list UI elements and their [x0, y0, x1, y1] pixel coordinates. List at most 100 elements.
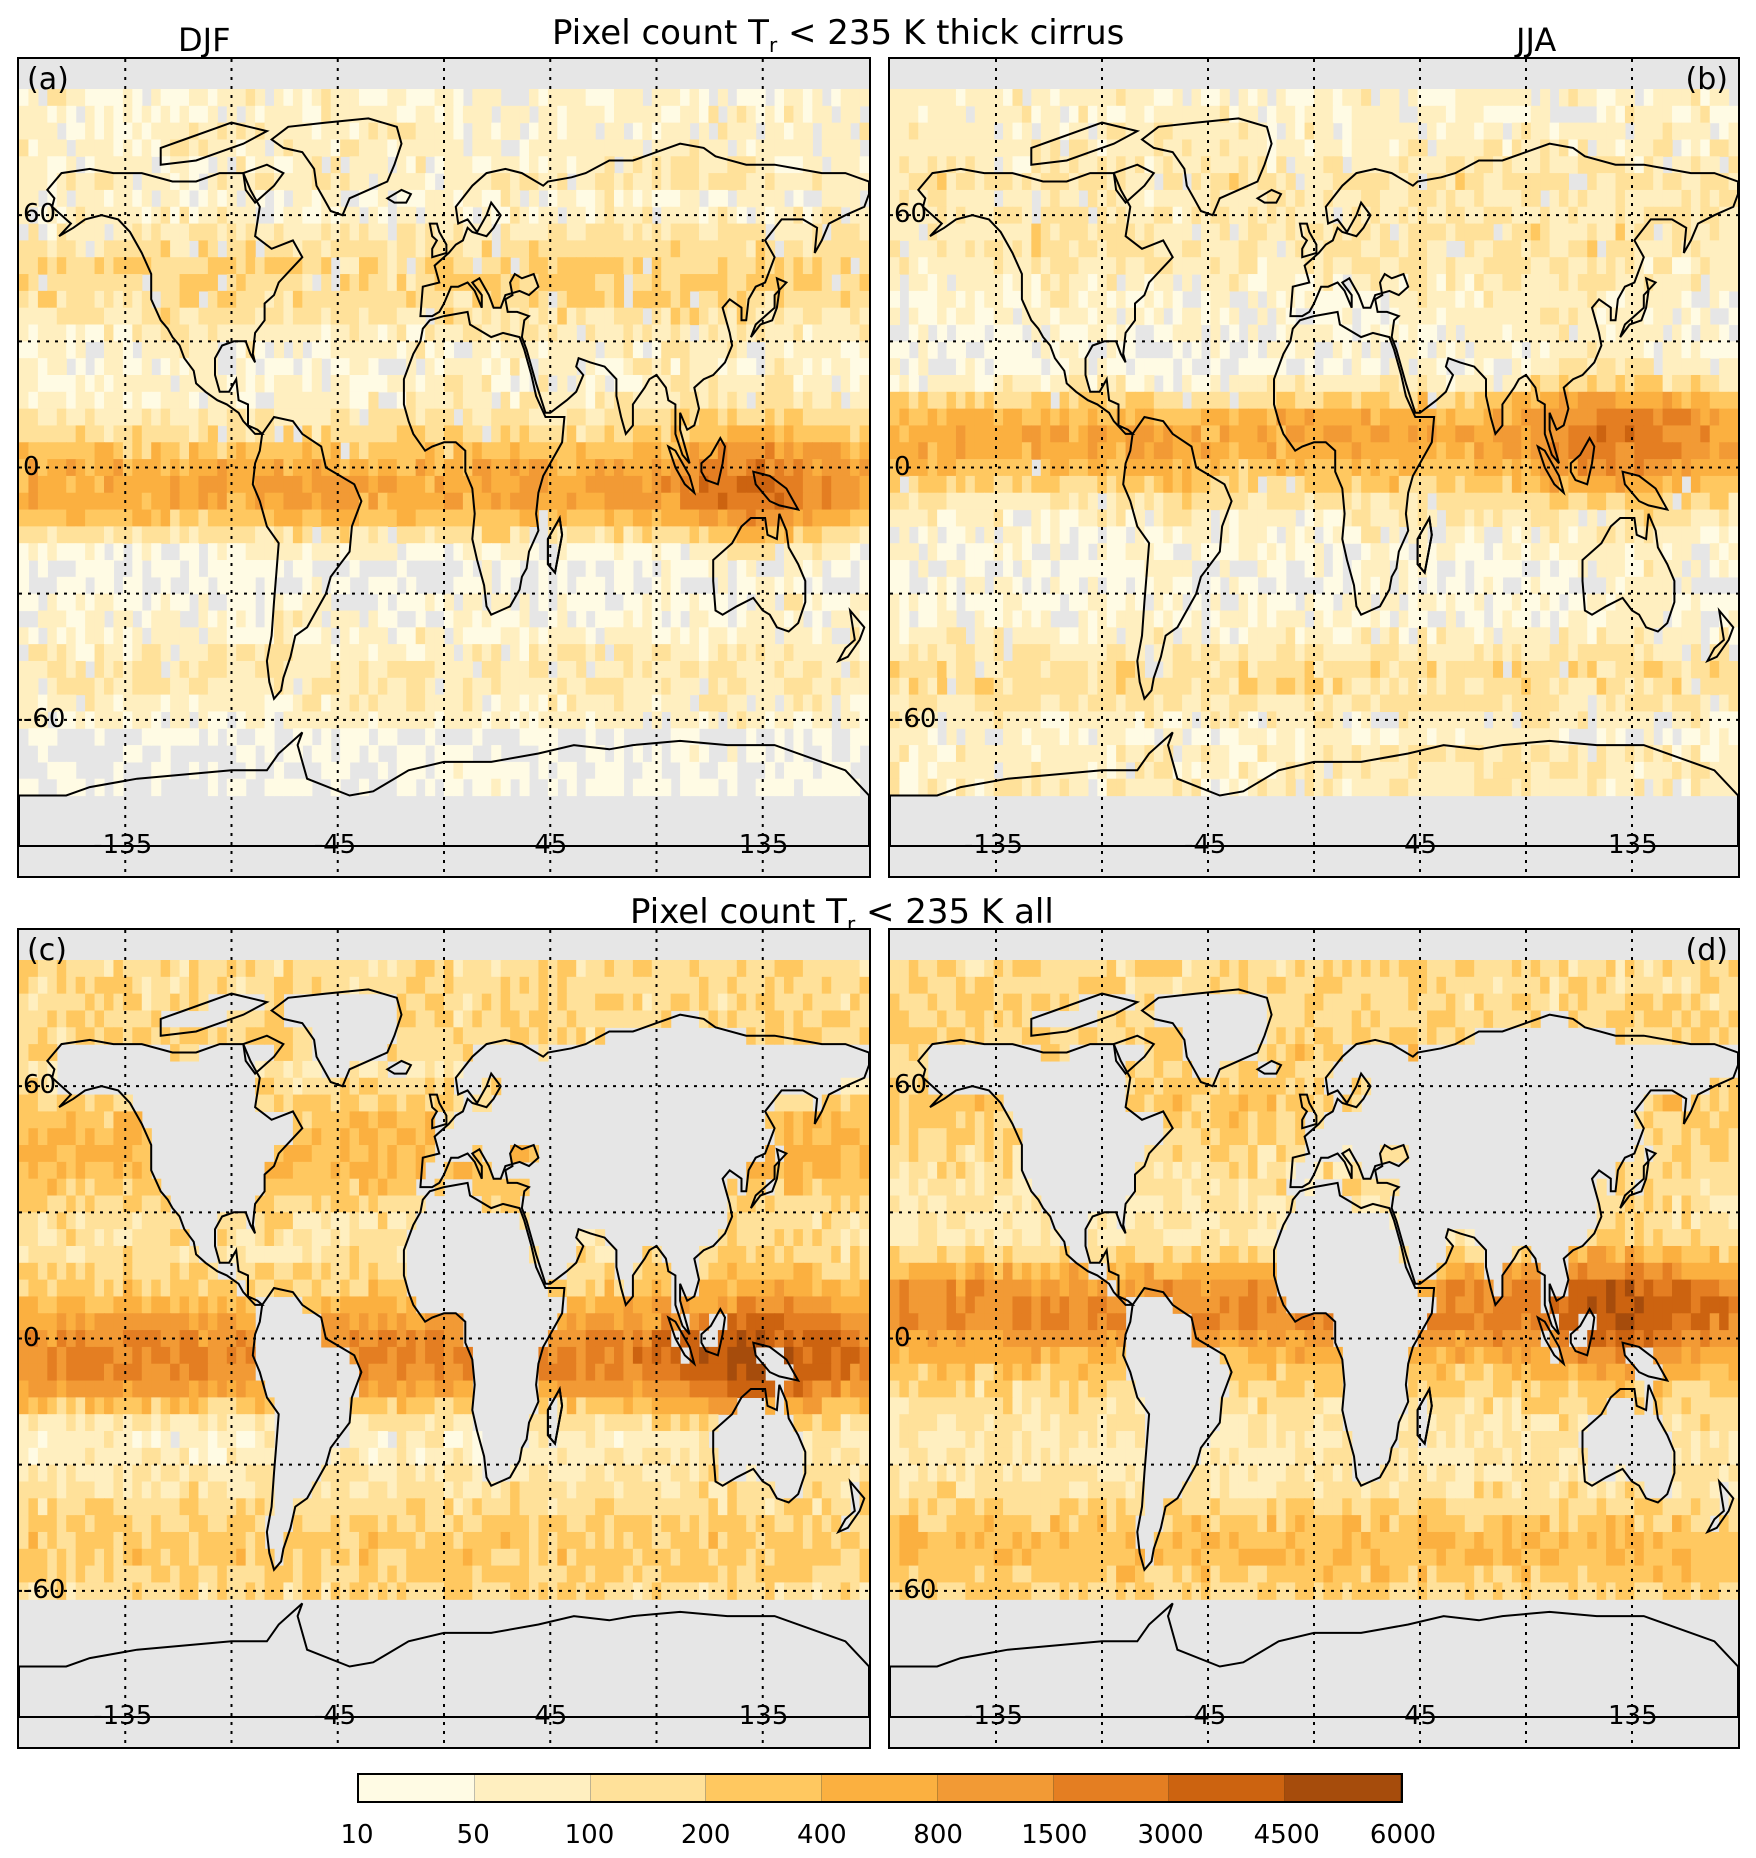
season-label-djf: DJF: [178, 21, 231, 59]
coastline-northAmerica: [45, 1038, 304, 1306]
heatmap-cells: [890, 960, 1738, 1600]
coastline-eurasia: [1289, 1013, 1738, 1335]
map-canvas: [890, 59, 1738, 876]
lon-tick-label: 135: [1608, 1701, 1658, 1731]
coastline-madagascar2: [1416, 514, 1433, 575]
coastline-africa: [1273, 1181, 1436, 1487]
coastline-eurasia: [1289, 142, 1738, 464]
coastline-japan: [1619, 276, 1658, 338]
coastline-baffin: [242, 1034, 285, 1076]
lon-tick-label: -45: [313, 1701, 357, 1731]
coastline-sumatra: [1535, 1315, 1566, 1367]
colorbar-tick-label: 50: [456, 1820, 490, 1850]
coastline-madagascar2: [546, 1385, 564, 1446]
lon-tick-label: -45: [313, 830, 357, 860]
lat-tick-label: -60: [894, 703, 937, 734]
map-panel-a: (a) 60 0 -60 -135 -45 45 135: [17, 57, 871, 878]
graticule: [890, 59, 1738, 876]
coastline-southAmerica: [1122, 1286, 1233, 1572]
coastline-newguinea: [1621, 470, 1670, 512]
colorbar-tick-label: 400: [797, 1820, 847, 1850]
graticule: [19, 59, 869, 876]
lon-tick-label: -45: [1184, 1701, 1227, 1731]
coastline-greenland: [1140, 117, 1273, 217]
coastline-newguinea: [752, 470, 801, 512]
map-panel-b: (b) 60 0 -60 -135 -45 45 135: [888, 57, 1740, 878]
colorbar: [357, 1773, 1403, 1803]
lat-tick-label: -60: [23, 1574, 66, 1605]
colorbar-segment: [1169, 1775, 1286, 1801]
colorbar-tick-label: 200: [680, 1820, 731, 1850]
lon-tick-label: 45: [1404, 830, 1438, 860]
panel-label: (c): [27, 933, 67, 968]
coastline-sumatra: [666, 1315, 697, 1367]
lon-tick-label: -135: [964, 830, 1024, 860]
coastline-southAmerica: [1122, 415, 1233, 701]
coastline-newzealand: [835, 607, 866, 664]
map-canvas: [890, 930, 1738, 1747]
coastline-newguinea: [752, 1341, 801, 1383]
coastline-iceland: [385, 188, 413, 204]
coastline-southAmerica: [251, 415, 363, 701]
graticule: [19, 930, 869, 1747]
coastline-northAmerica: [916, 1038, 1174, 1306]
coastlines: [890, 988, 1738, 1718]
coastline-canArch: [1030, 121, 1141, 166]
panel-label: (b): [1685, 62, 1728, 97]
colorbar-segment: [822, 1775, 938, 1801]
colorbar-tick-label: 3000: [1137, 1820, 1204, 1850]
colorbar-segment: [1285, 1775, 1402, 1801]
coastline-canArch: [159, 121, 270, 166]
coastlines: [890, 117, 1738, 847]
lon-tick-label: 45: [534, 830, 568, 860]
lat-tick-label: -60: [23, 703, 66, 734]
heatmap-cells: [19, 960, 869, 1600]
lat-tick-label: 0: [894, 1322, 911, 1353]
coastline-iceland: [1255, 1059, 1283, 1075]
coastline-africa: [1273, 310, 1436, 616]
lon-tick-label: -135: [93, 1701, 153, 1731]
coastline-britain: [428, 222, 448, 259]
coastline-borneo: [700, 436, 727, 486]
coastlines: [19, 988, 869, 1718]
lon-tick-label: 45: [534, 1701, 568, 1731]
coastline-baffin: [1112, 1034, 1156, 1076]
lon-tick-label: -135: [964, 1701, 1024, 1731]
figure-title-all: Pixel count Tr < 235 K all: [630, 892, 1054, 936]
colorbar-segment: [359, 1775, 475, 1801]
panel-label: (a): [27, 62, 69, 97]
lat-tick-label: 60: [894, 199, 928, 230]
coastline-greenland: [269, 117, 403, 217]
lat-tick-label: -60: [894, 1574, 937, 1605]
colorbar-segment: [474, 1775, 591, 1801]
lon-tick-label: 135: [1608, 830, 1658, 860]
coastline-britain: [1298, 222, 1318, 259]
coastline-borneo: [1569, 436, 1596, 486]
coastline-newzealand: [1705, 607, 1735, 664]
coastline-eurasia: [419, 142, 869, 464]
coastline-africa: [402, 310, 566, 616]
coastline-baffin: [242, 163, 285, 205]
colorbar-tick-label: 100: [564, 1820, 615, 1850]
colorbar-tick-label: 10: [340, 1820, 374, 1850]
lon-tick-label: 135: [738, 1701, 789, 1731]
colorbar-segment: [937, 1775, 1054, 1801]
colorbar-segment: [590, 1775, 707, 1801]
lat-tick-label: 60: [894, 1070, 928, 1101]
coastline-northAmerica: [45, 167, 304, 435]
lat-tick-label: 0: [23, 451, 40, 482]
coastline-iceland: [1255, 188, 1283, 204]
coastline-canArch: [159, 992, 270, 1037]
coastline-northAmerica: [916, 167, 1174, 435]
coastline-madagascar2: [546, 514, 564, 575]
colorbar-tick-label: 4500: [1253, 1820, 1320, 1850]
lon-tick-label: 45: [1404, 1701, 1438, 1731]
coastline-borneo: [700, 1307, 727, 1357]
map-canvas: [19, 59, 869, 876]
season-label-jja: JJA: [1516, 21, 1557, 59]
coastline-japan: [749, 1147, 789, 1209]
coastline-greenland: [269, 988, 403, 1088]
lat-tick-label: 0: [894, 451, 911, 482]
map-panel-d: (d) 60 0 -60 -135 -45 45 135: [888, 928, 1740, 1749]
graticule: [890, 930, 1738, 1747]
